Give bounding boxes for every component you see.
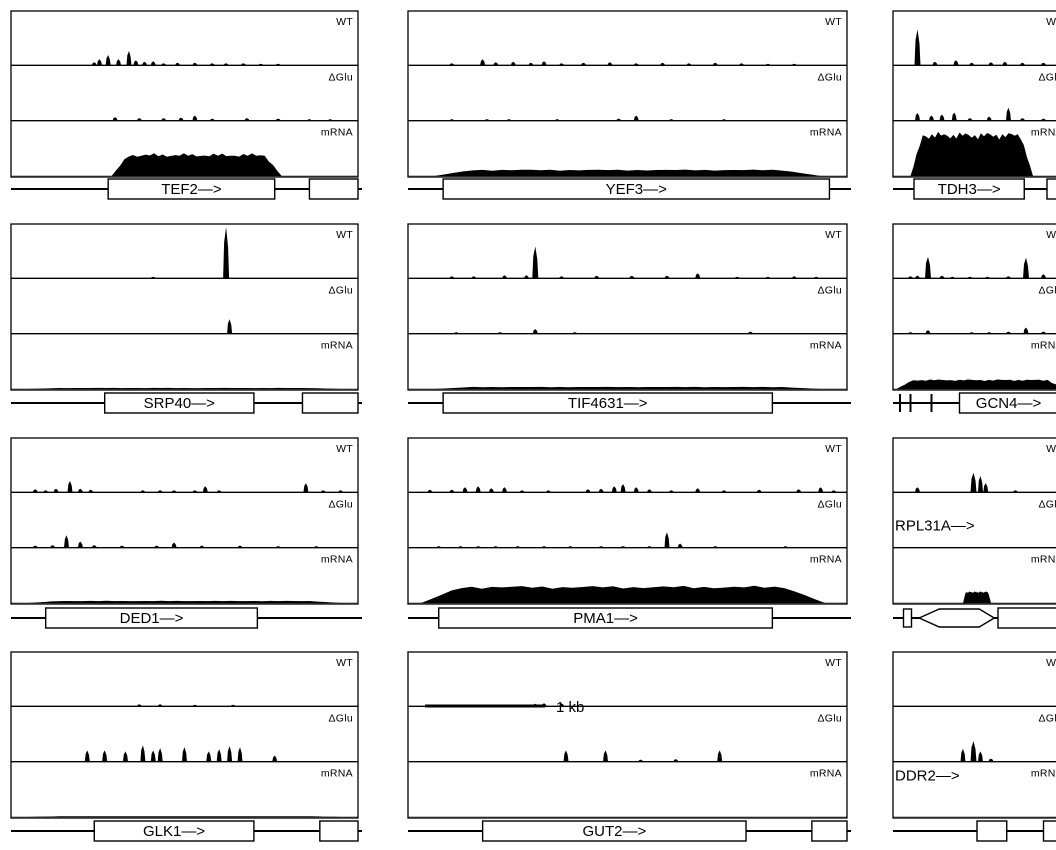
exon-box [904, 609, 912, 627]
exon-box [1047, 179, 1056, 199]
exon-box [977, 821, 1007, 841]
panel-tif4631: WT ΔGlu mRNA TIF4631—> [408, 224, 851, 413]
panel-frame [893, 652, 1056, 818]
track-label-wt: WT [336, 657, 353, 669]
panel-frame [408, 652, 847, 818]
track-label-wt: WT [825, 16, 842, 28]
gene-label-tef2: TEF2—> [161, 181, 222, 198]
track-label-mrna: mRNA [321, 340, 353, 352]
track-label-mrna: mRNA [810, 554, 842, 566]
exon-box [302, 393, 358, 413]
panel-frame [408, 224, 847, 390]
track-label-wt: WT [336, 229, 353, 241]
track-label-dglu: ΔGlu [1038, 498, 1056, 510]
mrna-coverage [897, 380, 1056, 390]
gene-label-pma1: PMA1—> [573, 610, 638, 627]
scale-bar-label: 1 kb [556, 699, 584, 716]
gene-label-gut2: GUT2—> [582, 823, 646, 840]
panel-ded1: WT ΔGlu mRNA DED1—> [11, 438, 362, 628]
panel-frame [893, 224, 1056, 390]
gene-label-tdh3: TDH3—> [938, 181, 1001, 198]
track-label-dglu: ΔGlu [1038, 712, 1056, 724]
track-label-mrna: mRNA [1031, 127, 1056, 139]
track-label-wt: WT [825, 229, 842, 241]
track-label-wt: WT [825, 657, 842, 669]
track-label-wt: WT [1046, 657, 1056, 669]
panel-tdh3: WT ΔGlu mRNA TDH3—> [893, 11, 1056, 199]
mrna-coverage [28, 388, 340, 389]
track-label-dglu: ΔGlu [1038, 284, 1056, 296]
gene-label-rpl31a: RPL31A—> [895, 518, 975, 535]
exon-box [320, 821, 358, 841]
exon-box [1044, 821, 1056, 841]
mrna-coverage [28, 601, 340, 603]
exon-box [309, 179, 358, 199]
track-label-mrna: mRNA [1031, 768, 1056, 780]
gene-label-ddr2: DDR2—> [895, 768, 960, 785]
track-label-mrna: mRNA [1031, 554, 1056, 566]
mrna-coverage [28, 816, 340, 817]
track-label-dglu: ΔGlu [817, 284, 842, 296]
gene-label-glk1: GLK1—> [143, 823, 205, 840]
panel-rpl31a: WT ΔGlu mRNA RPL31A—> [893, 438, 1056, 628]
gene-label-tif4631: TIF4631—> [568, 395, 648, 412]
track-label-wt: WT [825, 443, 842, 455]
gene-label-gcn4: GCN4—> [976, 395, 1042, 412]
mrna-coverage [112, 153, 282, 176]
track-label-mrna: mRNA [1031, 340, 1056, 352]
track-label-dglu: ΔGlu [817, 71, 842, 83]
gene-label-yef3: YEF3—> [606, 181, 668, 198]
track-label-wt: WT [1046, 229, 1056, 241]
track-label-wt: WT [1046, 443, 1056, 455]
track-label-wt: WT [336, 16, 353, 28]
mrna-coverage [434, 387, 820, 389]
panel-frame [11, 652, 358, 818]
track-label-mrna: mRNA [321, 554, 353, 566]
panel-frame [408, 438, 847, 604]
track-label-dglu: ΔGlu [328, 712, 353, 724]
track-label-mrna: mRNA [810, 768, 842, 780]
panel-frame [11, 438, 358, 604]
track-label-wt: WT [336, 443, 353, 455]
panel-yef3: WT ΔGlu mRNA YEF3—> [408, 11, 851, 199]
track-label-mrna: mRNA [810, 127, 842, 139]
exon-box [998, 608, 1056, 628]
track-label-dglu: ΔGlu [328, 498, 353, 510]
panel-srp40: WT ΔGlu mRNA SRP40—> [11, 224, 362, 413]
panel-frame [408, 11, 847, 177]
track-label-dglu: ΔGlu [817, 498, 842, 510]
gene-label-ded1: DED1—> [120, 610, 184, 627]
panel-pma1: WT ΔGlu mRNA PMA1—> [408, 438, 851, 628]
track-label-dglu: ΔGlu [817, 712, 842, 724]
track-label-dglu: ΔGlu [328, 71, 353, 83]
track-label-dglu: ΔGlu [1038, 71, 1056, 83]
panel-tef2: WT ΔGlu mRNA TEF2—> [11, 11, 362, 199]
panel-ddr2: WT ΔGlu mRNA DDR2—> [893, 652, 1056, 841]
gene-label-srp40: SRP40—> [144, 395, 216, 412]
panel-gut2: WT ΔGlu mRNA GUT2—> [408, 652, 851, 841]
track-label-mrna: mRNA [810, 340, 842, 352]
panel-frame [11, 224, 358, 390]
track-label-wt: WT [1046, 16, 1056, 28]
track-label-mrna: mRNA [321, 768, 353, 780]
panel-gcn4: WT ΔGlu mRNA GCN4—> [893, 224, 1056, 413]
gene-arrow-icon [919, 609, 994, 627]
panel-frame [11, 11, 358, 177]
exon-box [812, 821, 847, 841]
track-label-dglu: ΔGlu [328, 284, 353, 296]
track-label-mrna: mRNA [321, 127, 353, 139]
panel-glk1: WT ΔGlu mRNA GLK1—> [11, 652, 362, 841]
